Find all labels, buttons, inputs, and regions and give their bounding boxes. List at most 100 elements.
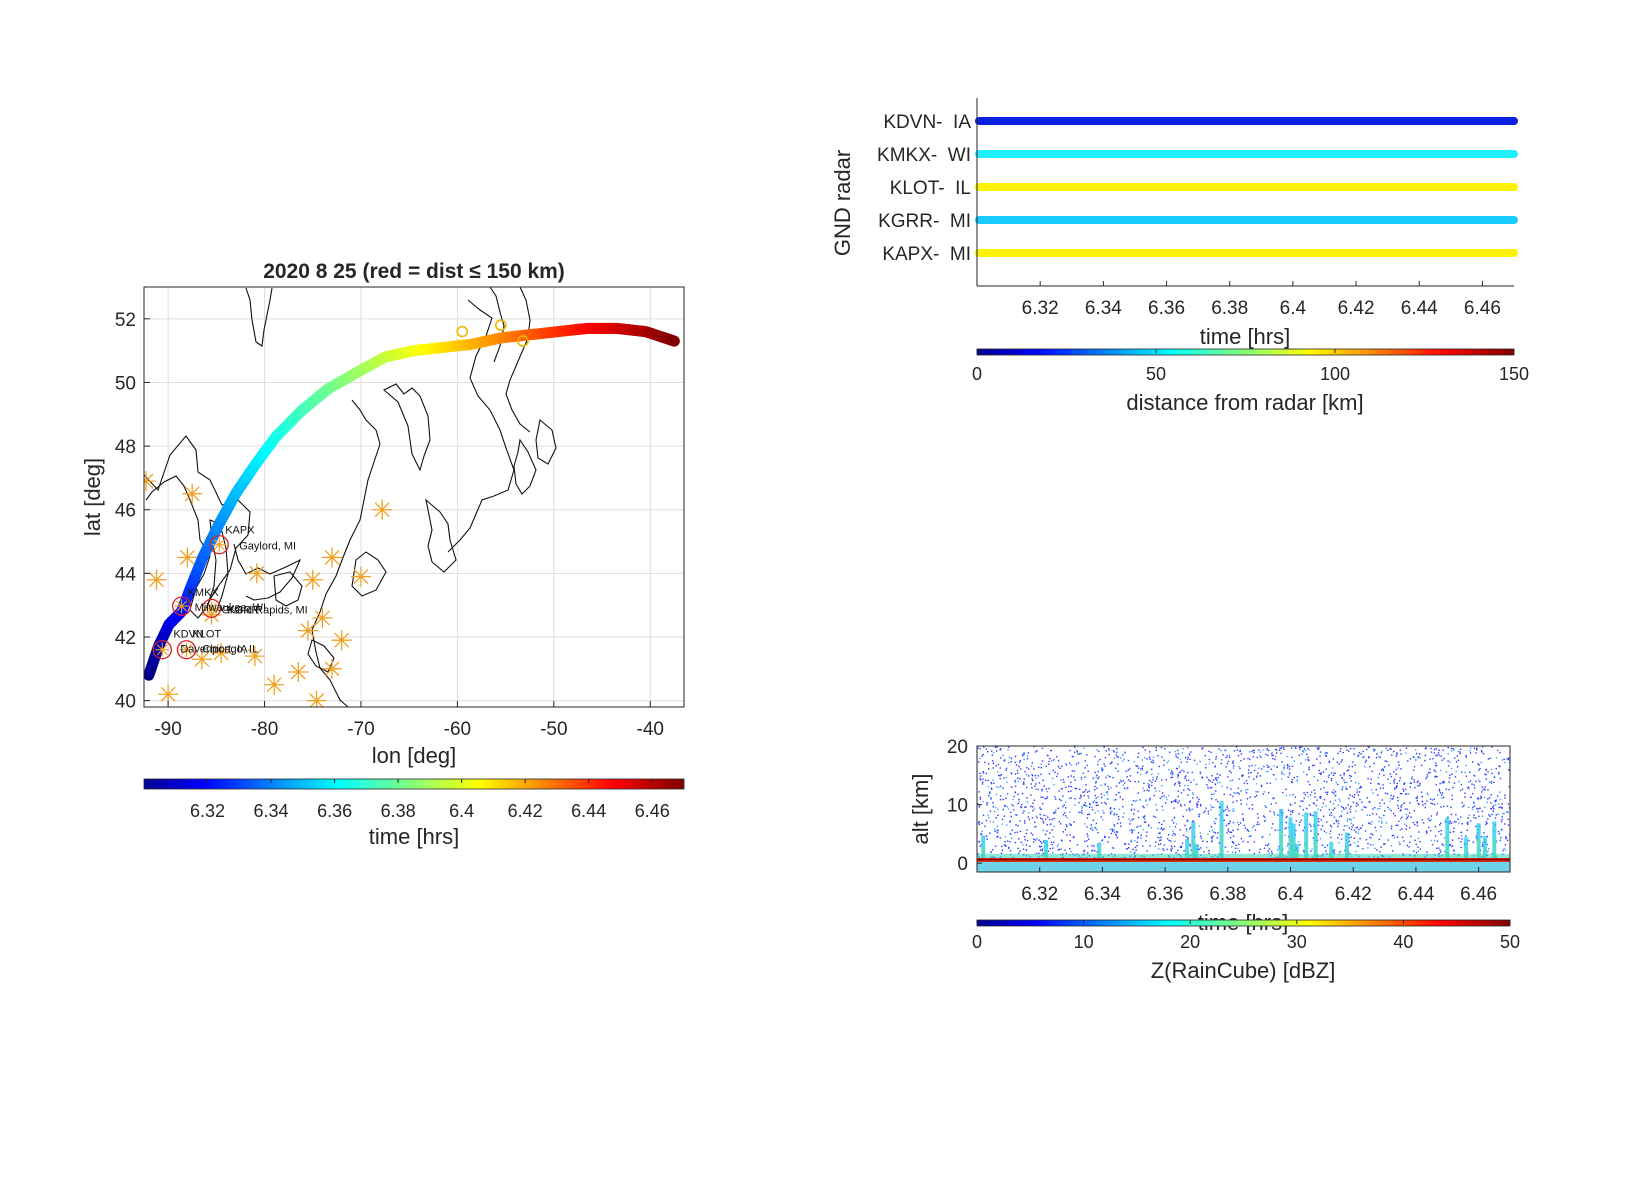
raincube-noise-pixel (1162, 809, 1164, 811)
raincube-noise-pixel (1346, 781, 1348, 784)
raincube-noise-pixel (1092, 777, 1094, 779)
raincube-noise-pixel (1413, 779, 1415, 781)
raincube-noise-pixel (1490, 780, 1493, 783)
raincube-noise-pixel (1116, 747, 1118, 750)
raincube-noise-pixel (993, 782, 995, 784)
raincube-noise-pixel (984, 825, 986, 827)
raincube-noise-pixel (996, 825, 999, 828)
raincube-noise-pixel (1268, 848, 1271, 850)
raincube-noise-pixel (1235, 844, 1237, 847)
raincube-noise-pixel (1098, 776, 1100, 778)
raincube-noise-pixel (1373, 750, 1375, 752)
map-site-asterisk (155, 642, 170, 657)
raincube-noise-pixel (1419, 848, 1422, 850)
raincube-noise-pixel (1044, 798, 1046, 800)
raincube-noise-pixel (1166, 848, 1169, 851)
raincube-colorbar-tick-label: 0 (972, 932, 982, 952)
raincube-noise-pixel (1412, 756, 1414, 758)
raincube-noise-pixel (1332, 851, 1335, 853)
raincube-noise-pixel (1333, 822, 1335, 825)
raincube-noise-pixel (1480, 796, 1483, 799)
raincube-colorbar-label: Z(RainCube) [dBZ] (1151, 958, 1336, 983)
raincube-noise-pixel (990, 787, 993, 789)
raincube-noise-pixel (1207, 812, 1210, 815)
raincube-noise-pixel (1083, 794, 1085, 797)
raincube-noise-pixel (986, 804, 988, 806)
map-asterisk-stroke (374, 502, 390, 518)
raincube-noise-pixel (1407, 815, 1409, 817)
raincube-noise-pixel (1271, 823, 1274, 825)
raincube-noise-pixel (1143, 782, 1145, 785)
raincube-noise-pixel (1264, 819, 1267, 821)
raincube-noise-pixel (1370, 778, 1372, 780)
raincube-noise-pixel (1161, 756, 1163, 758)
raincube-noise-pixel (1482, 746, 1484, 749)
raincube-noise-pixel (1001, 818, 1004, 821)
raincube-noise-pixel (1240, 803, 1242, 805)
raincube-noise-pixel (1202, 840, 1204, 842)
raincube-noise-pixel (1215, 778, 1217, 780)
raincube-noise-pixel (1254, 829, 1257, 831)
raincube-noise-pixel (1084, 776, 1086, 778)
raincube-noise-pixel (1330, 772, 1333, 774)
raincube-noise-pixel (1383, 814, 1385, 817)
raincube-noise-pixel (992, 779, 994, 781)
raincube-noise-pixel (1449, 843, 1452, 846)
raincube-noise-pixel (1441, 792, 1444, 794)
raincube-noise-pixel (1086, 813, 1089, 816)
raincube-noise-pixel (1013, 809, 1015, 811)
raincube-noise-pixel (1100, 802, 1103, 804)
raincube-noise-pixel (1310, 814, 1312, 816)
raincube-noise-pixel (1215, 799, 1217, 801)
raincube-noise-pixel (1277, 829, 1279, 831)
raincube-noise-pixel (1110, 786, 1112, 789)
raincube-noise-pixel (1239, 749, 1241, 752)
raincube-noise-pixel (1163, 828, 1165, 830)
raincube-noise-pixel (1103, 812, 1105, 814)
raincube-noise-pixel (1335, 781, 1337, 784)
raincube-noise-pixel (1255, 783, 1258, 785)
raincube-noise-pixel (1145, 772, 1147, 774)
raincube-noise-pixel (1246, 798, 1249, 800)
raincube-noise-pixel (1163, 820, 1165, 822)
raincube-echo-core (1220, 826, 1223, 861)
raincube-noise-pixel (1467, 821, 1469, 824)
raincube-noise-pixel (1147, 782, 1149, 785)
raincube-noise-pixel (1491, 772, 1493, 775)
raincube-noise-pixel (1433, 769, 1435, 771)
raincube-noise-pixel (1506, 758, 1508, 760)
raincube-noise-pixel (1171, 771, 1174, 774)
raincube-noise-pixel (1054, 796, 1056, 798)
raincube-noise-pixel (1130, 829, 1133, 831)
raincube-noise-pixel (1460, 783, 1463, 786)
raincube-noise-pixel (1097, 810, 1099, 812)
raincube-noise-pixel (1155, 747, 1157, 749)
raincube-noise-pixel (1016, 769, 1019, 772)
raincube-noise-pixel (1116, 813, 1118, 816)
raincube-noise-pixel (1472, 792, 1474, 795)
raincube-noise-pixel (1256, 794, 1258, 797)
raincube-noise-pixel (1058, 821, 1061, 823)
raincube-noise-pixel (1364, 806, 1367, 809)
raincube-noise-pixel (1273, 811, 1275, 813)
raincube-noise-pixel (1069, 840, 1071, 842)
raincube-noise-pixel (1026, 755, 1029, 757)
raincube-noise-pixel (1339, 800, 1341, 802)
raincube-noise-pixel (1362, 750, 1364, 753)
raincube-noise-pixel (1387, 778, 1389, 780)
raincube-noise-pixel (1104, 756, 1107, 759)
raincube-noise-pixel (1019, 830, 1022, 833)
raincube-noise-pixel (1248, 776, 1250, 778)
raincube-noise-pixel (1455, 761, 1458, 763)
raincube-noise-pixel (1086, 840, 1088, 842)
raincube-noise-pixel (996, 746, 998, 748)
raincube-noise-pixel (1152, 761, 1155, 764)
raincube-noise-pixel (1040, 817, 1042, 819)
raincube-noise-pixel (1285, 821, 1288, 824)
raincube-noise-pixel (1245, 789, 1247, 791)
raincube-noise-pixel (1313, 789, 1316, 791)
raincube-noise-pixel (1345, 788, 1348, 790)
raincube-noise-pixel (1249, 796, 1251, 798)
map-site-label: Grand Rapids, MI (222, 604, 308, 616)
